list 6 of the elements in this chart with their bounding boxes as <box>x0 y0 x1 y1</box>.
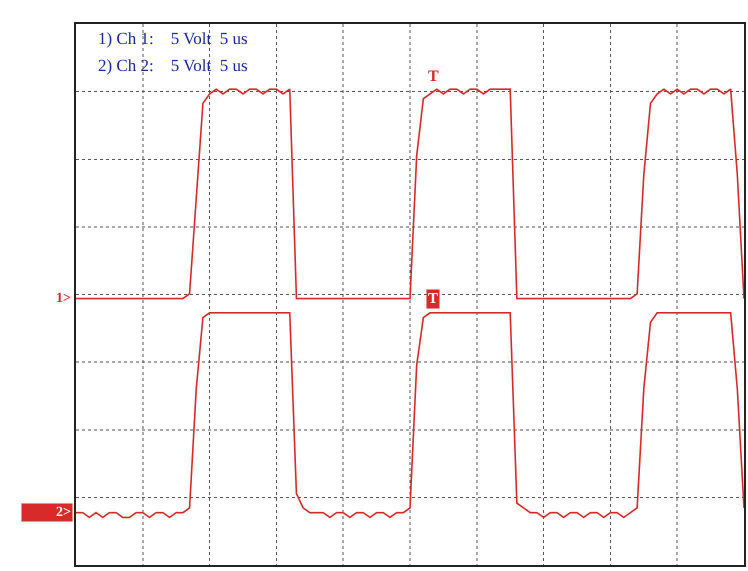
text: T <box>428 68 439 85</box>
text: 1> <box>56 291 71 306</box>
text: 1) Ch 1: 5 Volt 5 us <box>98 29 248 48</box>
text: 2> <box>56 505 71 520</box>
text: 2) Ch 2: 5 Volt 5 us <box>98 56 248 75</box>
annotation: T <box>428 291 438 307</box>
